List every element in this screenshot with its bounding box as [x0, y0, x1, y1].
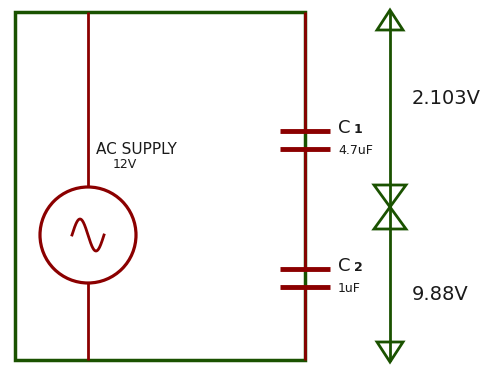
Text: C: C	[338, 257, 350, 275]
Text: 12V: 12V	[113, 158, 137, 172]
Text: AC SUPPLY: AC SUPPLY	[96, 141, 177, 156]
Text: 4.7uF: 4.7uF	[338, 144, 373, 156]
Bar	[15, 12, 305, 360]
Text: 2: 2	[354, 261, 363, 274]
Text: 1: 1	[354, 123, 363, 136]
Text: 1uF: 1uF	[338, 282, 361, 294]
Text: 2.103V: 2.103V	[412, 89, 481, 108]
Text: 9.88V: 9.88V	[412, 285, 469, 304]
Text: C: C	[338, 119, 350, 137]
